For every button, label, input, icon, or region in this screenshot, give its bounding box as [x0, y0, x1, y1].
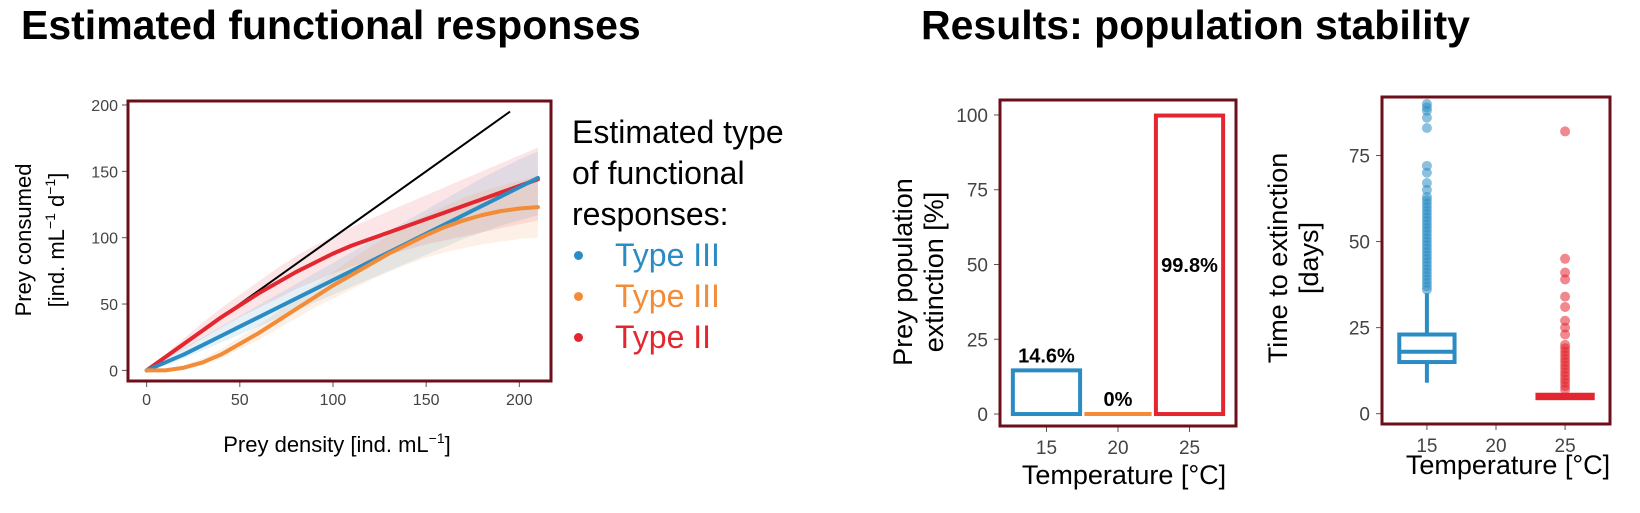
outlier-point	[1421, 112, 1432, 123]
response-curves	[144, 175, 540, 373]
functional-response-y-axis-label-line2: [ind. mL−1 d−1]	[42, 173, 69, 308]
functional-response-x-axis-label: Prey density [ind. mL−1]	[223, 430, 451, 457]
outlier-point	[1421, 122, 1432, 133]
x-tick-label: 25	[1179, 438, 1200, 459]
y-tick-label: 50	[100, 297, 118, 314]
x-tick-label: 15	[1036, 438, 1057, 459]
extinction-bar	[1010, 368, 1083, 417]
x-tick-label: 50	[231, 392, 249, 409]
time-to-extinction-y-axis-label-line1: Time to extinction	[1263, 153, 1293, 364]
response-curve	[144, 175, 540, 373]
outlier-point	[1560, 253, 1571, 264]
outlier-point	[1560, 339, 1571, 350]
time-to-extinction-boxes	[1397, 98, 1595, 401]
extinction-y-axis-label-line1: Prey population	[888, 178, 918, 366]
extinction-y-axis-label-line2: extinction [%]	[919, 192, 949, 353]
legend-item-label: Type II	[615, 319, 712, 355]
time-to-extinction-x-axis-label: Temperature [°C]	[1406, 450, 1610, 480]
confidence-band	[146, 175, 538, 371]
y-tick-label: 0	[1359, 405, 1370, 426]
y-tick-label: 150	[91, 164, 118, 181]
legend-title-line: responses:	[572, 196, 729, 232]
legend-item-label: Type III	[615, 278, 720, 314]
x-tick-label: 200	[506, 392, 533, 409]
y-tick-label: 75	[967, 181, 988, 202]
legend-item-type-iii-blue: Type III	[572, 235, 784, 276]
time-to-extinction-box-chart: 0 25 50 75 15 20 25 Temperature [°C] Time to e…	[1263, 95, 1612, 480]
x-tick-label: 20	[1485, 436, 1506, 457]
outlier-point	[1560, 329, 1571, 340]
bar-value-label: 0%	[1104, 389, 1133, 411]
extinction-bar-chart: 0 25 50 75 100 15 20 25 14.6% 0% 99.8% Temperatur…	[888, 98, 1238, 490]
legend-title-line: of functional	[572, 155, 745, 191]
y-tick-label: 50	[1349, 233, 1370, 254]
x-tick-label: 150	[413, 392, 440, 409]
functional-response-y-axis-label-line1: Prey consumed	[11, 164, 36, 317]
left-panel-title: Estimated functional responses	[21, 2, 641, 48]
outlier-point	[1421, 167, 1432, 178]
functional-response-plot-frame	[126, 99, 553, 383]
extinction-bars: 14.6% 0% 99.8%	[1010, 113, 1226, 417]
y-tick-label: 100	[91, 231, 118, 248]
confidence-band	[146, 147, 538, 371]
y-tick-label: 0	[109, 363, 118, 380]
y-tick-label: 25	[967, 330, 988, 351]
outlier-point	[1421, 178, 1432, 189]
outlier-point	[1421, 184, 1432, 195]
x-tick-label: 25	[1555, 436, 1576, 457]
outlier-point	[1560, 126, 1571, 137]
bar-value-label: 14.6%	[1018, 345, 1075, 367]
functional-response-chart: 0 50 100 150 200 0 50 100 150 200 Prey density [i…	[11, 98, 553, 457]
right-panel-title: Results: population stability	[921, 2, 1470, 48]
outlier-point	[1560, 274, 1571, 285]
extinction-plot-frame	[998, 98, 1238, 428]
extinction-x-axis-label: Temperature [°C]	[1022, 460, 1226, 490]
confidence-band	[146, 151, 538, 371]
extinction-bar-ticks: 0 25 50 75 100 15 20 25	[956, 106, 1200, 459]
y-tick-label: 50	[967, 255, 988, 276]
y-tick-label: 100	[956, 106, 988, 127]
legend-item-type-iii-orange: Type III	[572, 276, 784, 317]
time-to-extinction-ticks: 0 25 50 75 15 20 25	[1349, 147, 1576, 457]
x-tick-label: 0	[142, 392, 151, 409]
legend-item-label: Type III	[615, 237, 720, 273]
time-to-extinction-y-axis-label-line2: [days]	[1294, 222, 1324, 294]
outlier-point	[1560, 315, 1571, 326]
legend-title: Estimated type of functional responses:	[572, 112, 784, 235]
y-tick-label: 25	[1349, 319, 1370, 340]
outlier-point	[1560, 301, 1571, 312]
x-tick-label: 20	[1107, 438, 1128, 459]
y-tick-label: 75	[1349, 147, 1370, 168]
outlier-point	[1560, 322, 1571, 333]
box-iqr	[1397, 332, 1457, 365]
legend-bullet-icon	[574, 251, 583, 260]
y-tick-label: 0	[977, 405, 988, 426]
confidence-bands	[146, 147, 538, 371]
x-tick-label: 100	[320, 392, 347, 409]
bar-value-label: 99.8%	[1161, 255, 1218, 277]
outlier-point	[1421, 191, 1432, 202]
extinction-bar	[1153, 113, 1226, 417]
response-curve	[144, 205, 540, 373]
outlier-point	[1560, 267, 1571, 278]
x-tick-label: 15	[1416, 436, 1437, 457]
legend-item-type-ii-red: Type II	[572, 317, 784, 358]
outlier-point	[1421, 160, 1432, 171]
outlier-point	[1560, 291, 1571, 302]
y-tick-label: 200	[91, 98, 118, 115]
response-curve	[144, 177, 540, 373]
time-to-extinction-plot-frame	[1380, 95, 1612, 426]
legend-bullet-icon	[574, 292, 583, 301]
functional-response-legend: Estimated type of functional responses: …	[572, 112, 784, 358]
legend-bullet-icon	[574, 333, 583, 342]
legend-title-line: Estimated type	[572, 114, 784, 150]
outlier-point	[1421, 98, 1432, 109]
